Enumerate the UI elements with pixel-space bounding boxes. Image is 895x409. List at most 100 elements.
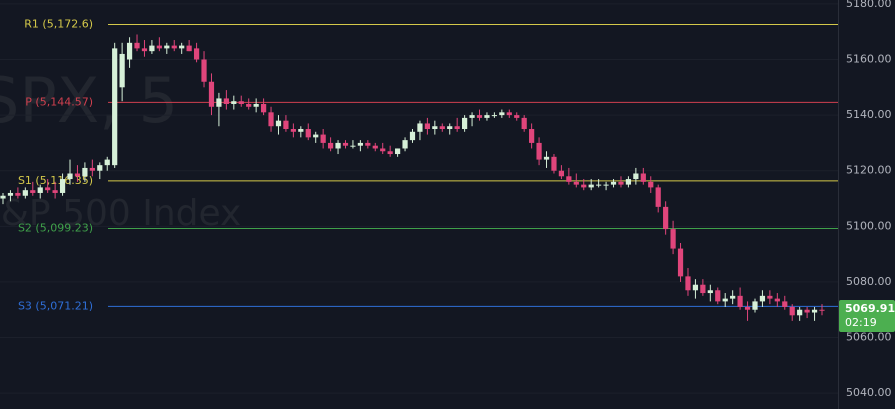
candle-body xyxy=(246,103,252,107)
candle-body xyxy=(156,45,162,49)
candle-body xyxy=(551,156,557,171)
candle-body xyxy=(104,159,110,166)
last-price-tag xyxy=(839,299,895,332)
candle-body xyxy=(558,170,565,177)
candle-body xyxy=(469,115,475,118)
candle-body xyxy=(290,129,296,132)
candle-body xyxy=(804,309,810,313)
candle-body xyxy=(231,101,237,104)
candle-body xyxy=(409,131,416,141)
candle-body xyxy=(37,187,43,193)
candle-body xyxy=(566,176,572,182)
pivot-label: S1 (5,116.35) xyxy=(18,174,93,187)
candle-body xyxy=(454,126,460,130)
candle-body xyxy=(22,190,28,196)
candle-body xyxy=(395,148,401,155)
candle-body xyxy=(134,42,140,49)
candle-body xyxy=(305,129,311,138)
pivot-label: P (5,144.57) xyxy=(25,95,93,108)
candle-body xyxy=(581,184,587,188)
candle-body xyxy=(789,306,795,316)
candle-body xyxy=(655,187,661,207)
candle-body xyxy=(313,134,319,138)
candle-body xyxy=(692,284,699,291)
candle-body xyxy=(223,98,229,104)
candle-body xyxy=(350,145,356,147)
candle-body xyxy=(82,167,88,177)
y-tick-label: 5100.00 xyxy=(846,219,892,232)
candle-body xyxy=(320,134,326,143)
candle-body xyxy=(811,309,818,313)
candle-body xyxy=(797,309,803,316)
candle-body xyxy=(387,151,393,155)
candle-body xyxy=(424,123,430,130)
candle-body xyxy=(193,48,200,60)
last-price-label: 5069.91 xyxy=(845,302,895,315)
candle-body xyxy=(260,103,267,113)
candle-body xyxy=(536,142,542,160)
candle-body xyxy=(372,145,378,149)
candle-body xyxy=(663,206,669,230)
candle-body xyxy=(74,173,81,177)
candle-body xyxy=(238,101,244,104)
pivot-label: S3 (5,071.21) xyxy=(18,299,93,312)
candle-body xyxy=(342,142,349,146)
candle-body xyxy=(774,298,780,302)
candle-body xyxy=(327,142,334,149)
y-tick-label: 5160.00 xyxy=(846,53,892,66)
candle-body xyxy=(30,190,36,193)
candle-body xyxy=(782,301,788,307)
candle-body xyxy=(402,140,408,149)
candle-body xyxy=(298,129,304,132)
candle-body xyxy=(15,192,21,196)
candle-body xyxy=(819,309,825,311)
candle-body xyxy=(543,156,550,160)
candle-body xyxy=(610,181,617,185)
candle-body xyxy=(119,53,125,88)
candle-body xyxy=(365,142,371,146)
candle-body xyxy=(417,123,423,132)
candle-body xyxy=(462,117,468,130)
candle-body xyxy=(677,248,684,277)
candle-body xyxy=(380,148,386,152)
candle-body xyxy=(335,142,341,149)
candle-body xyxy=(491,115,498,117)
candle-body xyxy=(89,167,95,171)
candle-body xyxy=(759,295,766,302)
y-tick-label: 5120.00 xyxy=(846,164,892,177)
candle-body xyxy=(573,181,579,185)
candle-body xyxy=(514,115,520,118)
candle-body xyxy=(707,290,713,294)
candle-body xyxy=(171,45,177,49)
candle-body xyxy=(164,45,170,49)
candle-body xyxy=(737,295,743,307)
candle-body xyxy=(179,45,185,49)
candle-body xyxy=(685,276,691,291)
candle-body xyxy=(603,184,609,186)
candle-body xyxy=(141,48,148,52)
candle-body xyxy=(186,45,192,52)
candle-body xyxy=(625,179,632,185)
candle-body xyxy=(499,112,505,116)
candle-body xyxy=(521,117,527,130)
candle-body xyxy=(476,115,483,118)
candle-body xyxy=(752,301,758,310)
y-tick-label: 5080.00 xyxy=(846,275,892,288)
candle-body xyxy=(722,298,728,302)
candle-body xyxy=(97,165,103,171)
candle-body xyxy=(700,284,706,294)
candle-body xyxy=(439,126,445,130)
candle-body xyxy=(208,81,215,107)
candle-body xyxy=(283,120,289,130)
candle-body xyxy=(588,184,594,188)
candle-body xyxy=(715,290,721,302)
candle-body xyxy=(52,190,58,193)
y-tick-label: 5040.00 xyxy=(846,386,892,399)
candle-body xyxy=(45,187,51,191)
candle-body xyxy=(596,184,602,186)
candle-body xyxy=(268,112,274,127)
candle-body xyxy=(744,306,751,310)
